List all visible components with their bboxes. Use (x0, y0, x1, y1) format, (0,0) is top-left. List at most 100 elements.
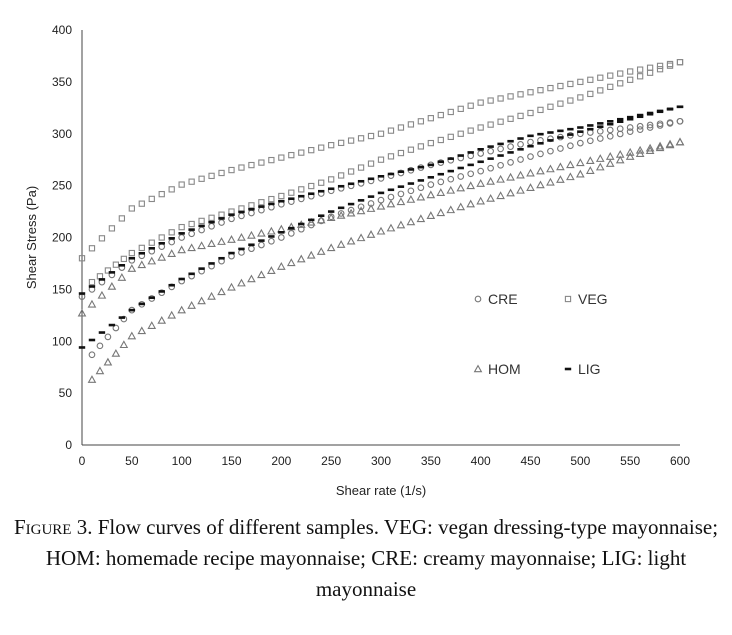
hom-descending-point (406, 217, 416, 226)
veg-descending-point (178, 223, 185, 231)
hom-descending-point (496, 191, 505, 200)
hom-descending-point (645, 146, 655, 155)
cre-ascending-point (646, 121, 654, 129)
veg-ascending-point (88, 245, 96, 252)
hom-ascending-point (566, 160, 575, 169)
veg-descending-point (248, 202, 255, 209)
veg-ascending-point (587, 76, 594, 83)
hom-ascending-point (386, 199, 396, 208)
cre-ascending-point (238, 212, 245, 220)
veg-ascending-point (437, 111, 444, 119)
veg-descending-point (636, 73, 644, 80)
hom-ascending-point (516, 170, 525, 179)
hom-descending-point (536, 180, 545, 189)
veg-descending-point (120, 255, 128, 263)
hom-ascending-point (645, 143, 655, 152)
x-tick-label: 200 (271, 454, 291, 468)
veg-descending-point (168, 229, 175, 236)
hom-ascending-point (446, 185, 456, 194)
cre-descending-point (238, 249, 245, 256)
x-axis-title: Shear rate (1/s) (336, 483, 426, 498)
cre-descending-point (676, 117, 684, 125)
cre-descending-point (537, 150, 544, 158)
hom-ascending-point (237, 232, 246, 241)
hom-descending-point (625, 152, 635, 160)
hom-descending-point (167, 310, 177, 319)
veg-descending-point (268, 195, 275, 203)
veg-descending-point (318, 179, 325, 186)
hom-descending-point (615, 155, 625, 164)
legend-veg-label: VEG (578, 291, 608, 307)
veg-ascending-point (537, 87, 544, 94)
veg-ascending-point (188, 178, 195, 185)
veg-ascending-point (108, 225, 116, 232)
series-hom (77, 137, 685, 383)
cre-ascending-point (268, 203, 275, 211)
y-axis-title: Shear Stress (Pa) (24, 186, 39, 289)
hom-descending-point (356, 233, 366, 242)
cre-descending-point (467, 170, 475, 178)
hom-descending-point (296, 254, 306, 263)
cre-ascending-point (507, 143, 514, 150)
cre-descending-point (636, 126, 644, 133)
veg-descending-point (527, 109, 534, 117)
cre-descending-point (120, 315, 128, 323)
veg-ascending-point (278, 154, 285, 161)
y-tick-label: 250 (52, 179, 72, 193)
cre-ascending-point (596, 127, 604, 135)
veg-descending-point (218, 211, 225, 218)
hom-ascending-point (187, 243, 196, 252)
veg-descending-point (387, 153, 395, 160)
veg-ascending-point (367, 132, 375, 140)
hom-descending-point (127, 331, 137, 340)
veg-ascending-point (407, 121, 415, 128)
hom-ascending-point (157, 252, 167, 261)
cre-descending-point (517, 156, 524, 163)
cre-descending-point (96, 342, 104, 350)
hom-ascending-point (326, 213, 336, 222)
veg-descending-point (158, 234, 165, 241)
hom-ascending-point (346, 208, 356, 217)
cre-ascending-point (477, 150, 485, 157)
cre-ascending-point (606, 126, 614, 134)
veg-descending-point (88, 278, 96, 286)
hom-ascending-point (217, 237, 226, 245)
hom-descending-point (103, 357, 113, 366)
hom-ascending-point (436, 188, 446, 196)
veg-ascending-point (676, 59, 684, 66)
hom-descending-point (197, 296, 206, 305)
veg-ascending-point (397, 124, 405, 131)
cre-descending-point (616, 130, 624, 138)
cre-descending-point (417, 184, 425, 192)
hom-ascending-point (257, 228, 266, 237)
veg-descending-point (676, 59, 684, 66)
cre-ascending-point (198, 226, 205, 234)
hom-ascending-point (655, 141, 665, 150)
cre-ascending-point (626, 124, 634, 131)
hom-descending-point (436, 208, 446, 217)
cre-descending-point (277, 234, 285, 241)
veg-ascending-point (646, 64, 654, 71)
cre-descending-point (507, 159, 514, 166)
veg-descending-point (567, 97, 574, 104)
hom-ascending-point (286, 222, 296, 231)
veg-descending-point (437, 136, 444, 144)
y-tick-label: 0 (65, 438, 72, 452)
cre-ascending-point (527, 138, 534, 146)
veg-descending-point (447, 133, 454, 141)
veg-ascending-point (268, 156, 275, 164)
hom-descending-point (476, 196, 486, 205)
hom-ascending-point (267, 226, 276, 235)
veg-ascending-point (377, 130, 385, 137)
x-tick-label: 50 (125, 454, 139, 468)
hom-descending-point (227, 282, 236, 291)
veg-ascending-point (178, 181, 185, 188)
veg-ascending-point (507, 93, 514, 100)
veg-descending-point (627, 76, 634, 83)
x-tick-label: 450 (520, 454, 540, 468)
flow-curves-figure: 0 50 100 150 200 250 300 350 400 0 50 100 150 200 250 3… (24, 23, 690, 498)
veg-descending-point (666, 62, 674, 69)
hom-descending-point (316, 247, 326, 255)
veg-ascending-point (457, 105, 464, 112)
x-tick-label: 600 (670, 454, 690, 468)
